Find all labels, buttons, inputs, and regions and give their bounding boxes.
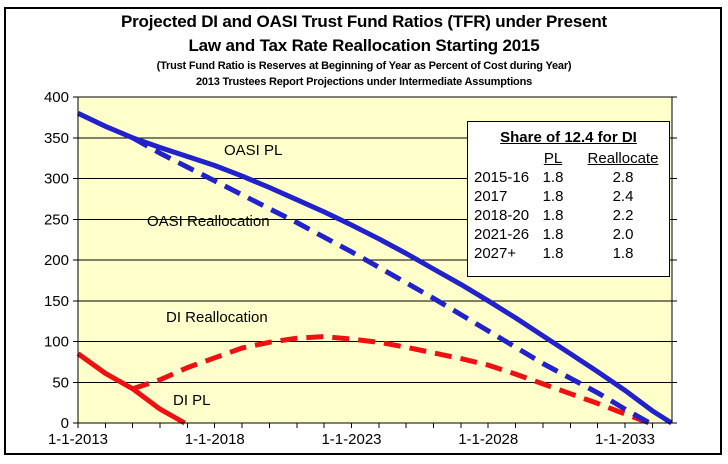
chart-title-line2: Law and Tax Rate Reallocation Starting 2… [188,36,540,55]
inset-table-title: Share of 12.4 for DI [500,129,637,146]
series-label-di-reallocation: DI Reallocation [166,309,268,326]
inset-row-reallocate: 2.2 [612,207,634,224]
series-line-di-reallocation [131,334,651,426]
inset-row-reallocate: 2.4 [612,188,634,205]
x-tick-label-2023: 1-1-2023 [321,431,381,448]
chart-subtitle-line2: 2013 Trustees Report Projections under I… [195,76,533,88]
series-label-oasi-pl: OASI PL [224,142,283,159]
inset-row-pl: 1.8 [542,226,564,243]
y-tick-label-250: 250 [44,211,69,228]
x-tick-label-2028: 1-1-2028 [458,431,518,448]
inset-table-grid: PL Reallocate 2015-16 1.8 2.8 2017 1.8 2… [468,149,669,263]
inset-row-pl: 1.8 [542,207,564,224]
chart-subtitle-line1: (Trust Fund Ratio is Reserves at Beginni… [156,60,572,72]
y-tick-label-150: 150 [44,293,69,310]
inset-row-pl: 1.8 [542,188,564,205]
y-tick-label-200: 200 [44,252,69,269]
series-line-oasi-pl [76,111,673,426]
inset-row-pl: 1.8 [542,245,564,262]
inset-header-spacer [474,149,538,168]
series-line-di-pl [76,351,186,426]
chart-title-line1: Projected DI and OASI Trust Fund Ratios … [121,12,607,31]
inset-row-gap [568,244,582,263]
inset-row-period: 2021-26 [474,226,530,243]
inset-header-reallocate: Reallocate [587,150,659,167]
inset-header-gap [568,149,582,168]
inset-row-reallocate: 2.0 [612,226,634,243]
series-label-oasi-reallocation: OASI Reallocation [147,213,270,230]
inset-row-period: 2018-20 [474,207,530,224]
inset-row-reallocate: 1.8 [612,245,634,262]
series-line-oasi-reallocation [131,135,651,426]
plot-border [77,96,673,424]
y-tick-label-0: 0 [61,415,69,432]
y-tick-label-400: 400 [44,89,69,106]
x-tick-label-2013: 1-1-2013 [48,431,108,448]
inset-row-gap [568,225,582,244]
inset-row-pl: 1.8 [542,169,564,186]
inset-header-pl: PL [543,150,563,167]
inset-row-period: 2027+ [474,245,517,262]
y-tick-label-300: 300 [44,171,69,188]
inset-row-gap [568,187,582,206]
inset-row-gap [568,168,582,187]
x-tick-label-2033: 1-1-2033 [595,431,655,448]
inset-row-period: 2017 [474,188,508,205]
inset-row-period: 2015-16 [474,169,530,186]
inset-row-reallocate: 2.8 [612,169,634,186]
y-tick-label-100: 100 [44,334,69,351]
y-tick-label-50: 50 [52,374,69,391]
series-label-di-pl: DI PL [173,392,211,409]
inset-table: Share of 12.4 for DI PL Reallocate 2015-… [467,121,670,277]
y-tick-label-350: 350 [44,130,69,147]
inset-row-gap [568,206,582,225]
x-tick-label-2018: 1-1-2018 [185,431,245,448]
